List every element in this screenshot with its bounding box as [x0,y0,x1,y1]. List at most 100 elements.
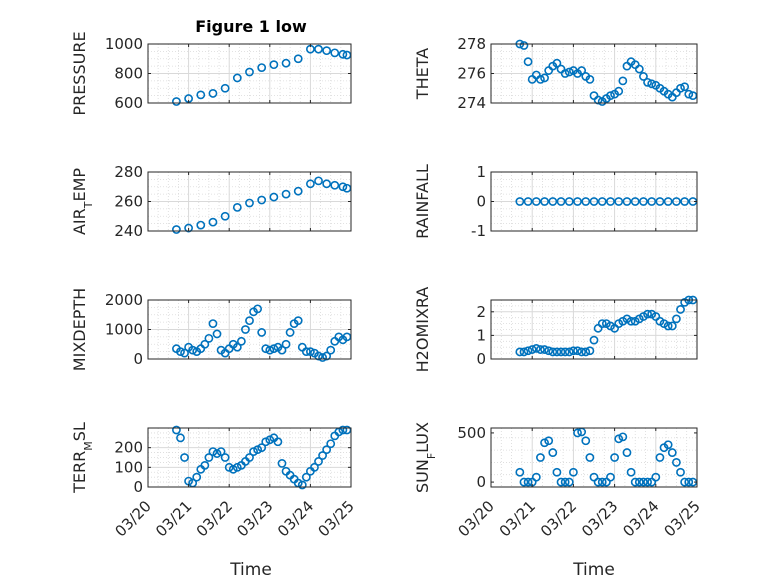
data-point [330,48,340,58]
data-point [556,347,566,357]
data-point [610,453,619,462]
data-point [314,176,323,186]
x-axis-label-right: Time [572,560,615,580]
data-point [643,77,652,87]
subplot-4: -1 0 1 RAINFALL [413,163,698,240]
data-point [253,304,263,314]
data-point [245,453,254,462]
data-point [540,345,549,354]
data-point [265,345,275,355]
data-point [544,436,554,446]
y-tick-label: 240 [114,222,143,240]
y-tick-label: 600 [114,94,143,112]
data-point [232,73,242,83]
data-point [257,63,267,72]
y-axis-label: PRESSURE [70,31,89,115]
data-point [216,447,226,456]
data-point [200,460,210,470]
data-point [618,432,628,442]
data-point [556,197,566,206]
data-point [564,477,574,487]
data-point [269,60,279,70]
data-point [569,346,578,356]
data-point [200,339,210,349]
data-point [577,66,587,75]
data-point [560,69,570,78]
data-point [531,472,541,482]
y-tick-label: 500 [457,424,486,442]
data-point [672,197,681,206]
data-point [606,197,615,206]
y-axis-label: H2OMIXRA [413,287,432,373]
data-point [589,335,599,345]
data-point [614,197,624,206]
data-point [208,217,218,227]
y-axis-label-subscript: F [425,453,438,459]
data-point [281,189,291,199]
data-point [667,448,677,457]
y-axis-label-rest: LUX [413,422,432,453]
data-point [626,467,636,477]
data-point [273,437,283,447]
data-point [322,179,332,189]
data-point [684,477,694,487]
data-point [606,91,615,101]
data-point [188,345,198,355]
data-point [651,472,661,482]
data-point [301,472,311,482]
subplot-1: 600 800 1000 PRESSURE [70,31,352,116]
y-tick-label: 0 [133,350,143,368]
axes-frame [490,299,698,360]
data-point [573,197,582,206]
data-point [515,467,525,477]
data-point [314,457,323,466]
data-point [536,75,545,84]
y-tick-label: 100 [114,458,143,476]
data-point [269,344,279,354]
subplot-5: 0 1000 2000 MIXDEPTH [70,288,352,371]
data-point [301,347,311,357]
data-point [548,448,558,457]
data-point [634,477,644,487]
data-point [318,353,327,362]
data-point [314,351,323,361]
data-point [523,57,533,67]
y-tick-label: 0 [476,193,486,211]
data-point [552,467,562,477]
data-point [667,321,677,331]
data-point [338,425,348,435]
data-point [676,83,685,93]
data-point [180,348,189,358]
data-point [281,58,291,68]
data-point [232,202,242,212]
data-point [585,346,595,356]
data-point [536,453,545,462]
data-point [241,325,250,334]
data-point [593,477,603,487]
data-point [606,472,615,482]
y-axis-label: THETA [413,48,432,100]
data-point [560,347,570,357]
data-point [593,95,603,105]
data-point [643,477,652,487]
y-tick-label: 274 [457,94,486,112]
y-tick-label: 280 [114,163,143,181]
data-point [618,76,628,86]
data-point [655,197,665,206]
y-tick-label: 1000 [105,35,143,53]
data-point [281,339,291,349]
data-point [192,472,202,482]
y-axis-label-rest: SL [70,422,89,441]
y-tick-label: 1 [476,326,486,344]
data-point [663,197,673,206]
data-point [663,321,673,331]
data-point [176,347,185,357]
figure-title: Figure 1 low [195,17,307,36]
data-point [688,91,698,101]
data-point [305,179,315,189]
y-tick-label: -1 [471,222,486,240]
subplot-2: 274 276 278 THETA [413,35,698,112]
data-point [531,343,541,353]
y-axis-label-main: AIR [70,208,89,235]
data-point [597,197,607,206]
